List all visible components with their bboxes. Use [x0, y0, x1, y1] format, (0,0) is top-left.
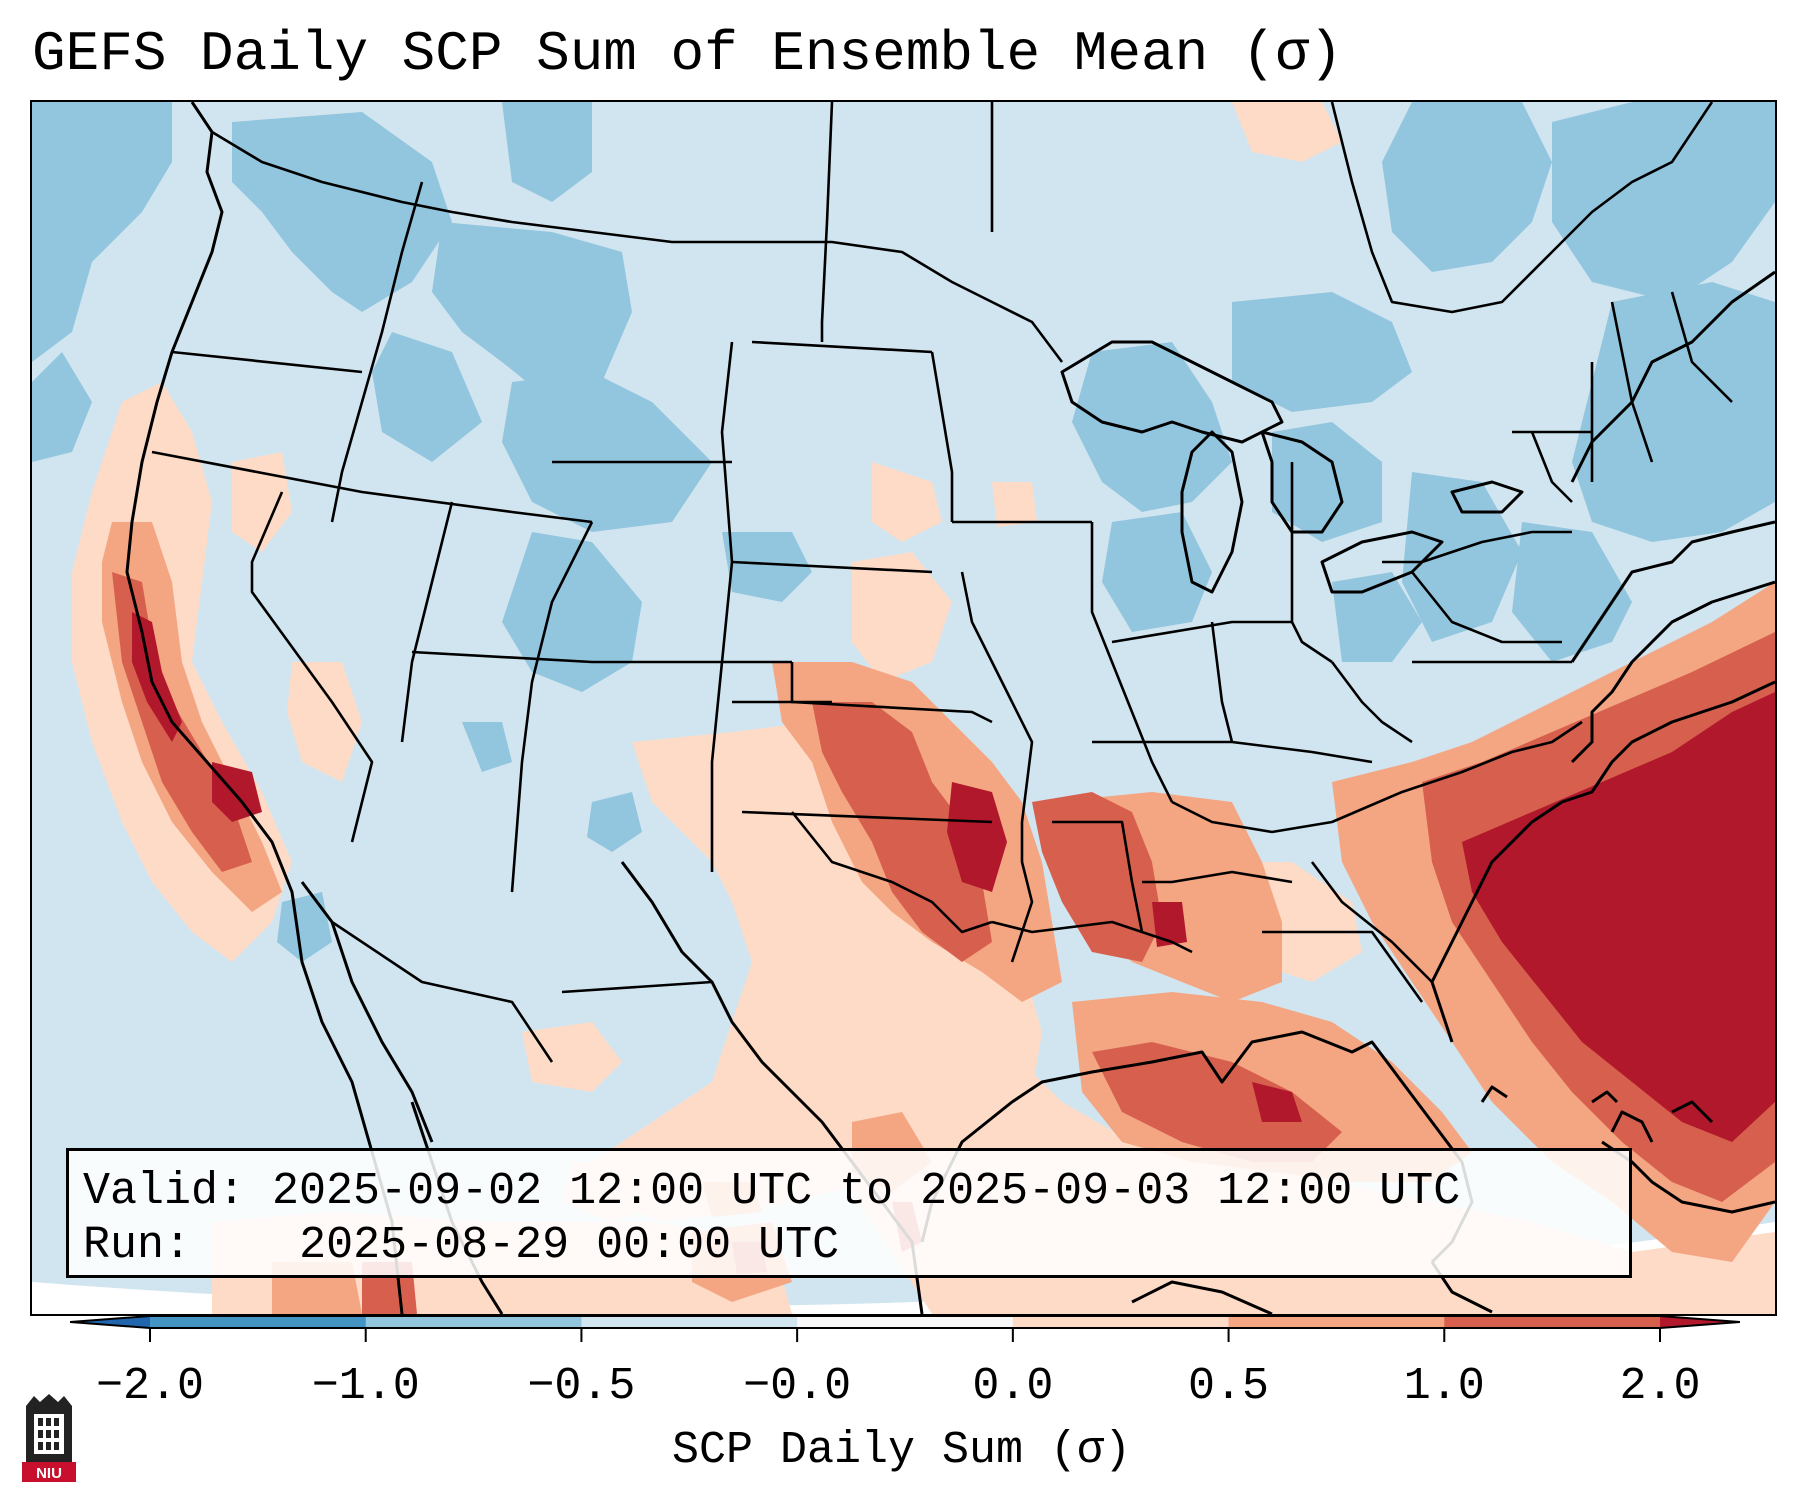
run-value: 2025-08-29 00:00 UTC	[299, 1220, 840, 1271]
field-above-2	[132, 612, 1775, 1142]
colorbar-bin	[150, 1316, 367, 1328]
colorbar-bin	[581, 1316, 798, 1328]
colorbar-bin	[365, 1316, 582, 1328]
colorbar-label: SCP Daily Sum (σ)	[671, 1425, 1132, 1476]
colorbar-tick-label: 2.0	[1619, 1361, 1701, 1412]
colorbar-tick-label: −1.0	[311, 1361, 420, 1412]
colorbar-under-triangle	[70, 1316, 150, 1328]
map-panel	[30, 100, 1777, 1316]
colorbar-over-triangle	[1660, 1316, 1740, 1328]
valid-label: Valid:	[83, 1166, 246, 1217]
colorbar-tick-label: 1.0	[1403, 1361, 1485, 1412]
colorbar-tick-label: 0.5	[1188, 1361, 1270, 1412]
run-line: Run: 2025-08-29 00:00 UTC	[83, 1219, 1615, 1273]
run-label: Run:	[83, 1220, 192, 1271]
colorbar-tick-label: −2.0	[95, 1361, 205, 1412]
colorbar-bin	[1228, 1316, 1445, 1328]
field-minus-1-to-0.5	[32, 102, 1775, 962]
colorbar	[70, 1316, 1740, 1342]
valid-line: Valid: 2025-09-02 12:00 UTC to 2025-09-0…	[83, 1165, 1615, 1219]
valid-run-info-box: Valid: 2025-09-02 12:00 UTC to 2025-09-0…	[66, 1148, 1632, 1278]
chart-title: GEFS Daily SCP Sum of Ensemble Mean (σ)	[32, 22, 1343, 86]
colorbar-bin	[1012, 1316, 1230, 1328]
state-borders	[151, 102, 1733, 1063]
colorbar-bin	[1444, 1316, 1661, 1328]
logo-text: NIU	[36, 1465, 62, 1482]
colorbar-tick-label: −0.0	[743, 1361, 852, 1412]
scp-map	[32, 102, 1775, 1314]
colorbar-bin	[797, 1316, 1014, 1328]
colorbar-tick-label: 0.0	[972, 1361, 1054, 1412]
colorbar-tick-label: −0.5	[527, 1361, 636, 1412]
colorbar-outline	[70, 1316, 1740, 1329]
great-lakes	[1060, 340, 1524, 594]
valid-value: 2025-09-02 12:00 UTC to 2025-09-03 12:00…	[272, 1166, 1461, 1217]
niu-logo: NIU	[22, 1394, 76, 1482]
